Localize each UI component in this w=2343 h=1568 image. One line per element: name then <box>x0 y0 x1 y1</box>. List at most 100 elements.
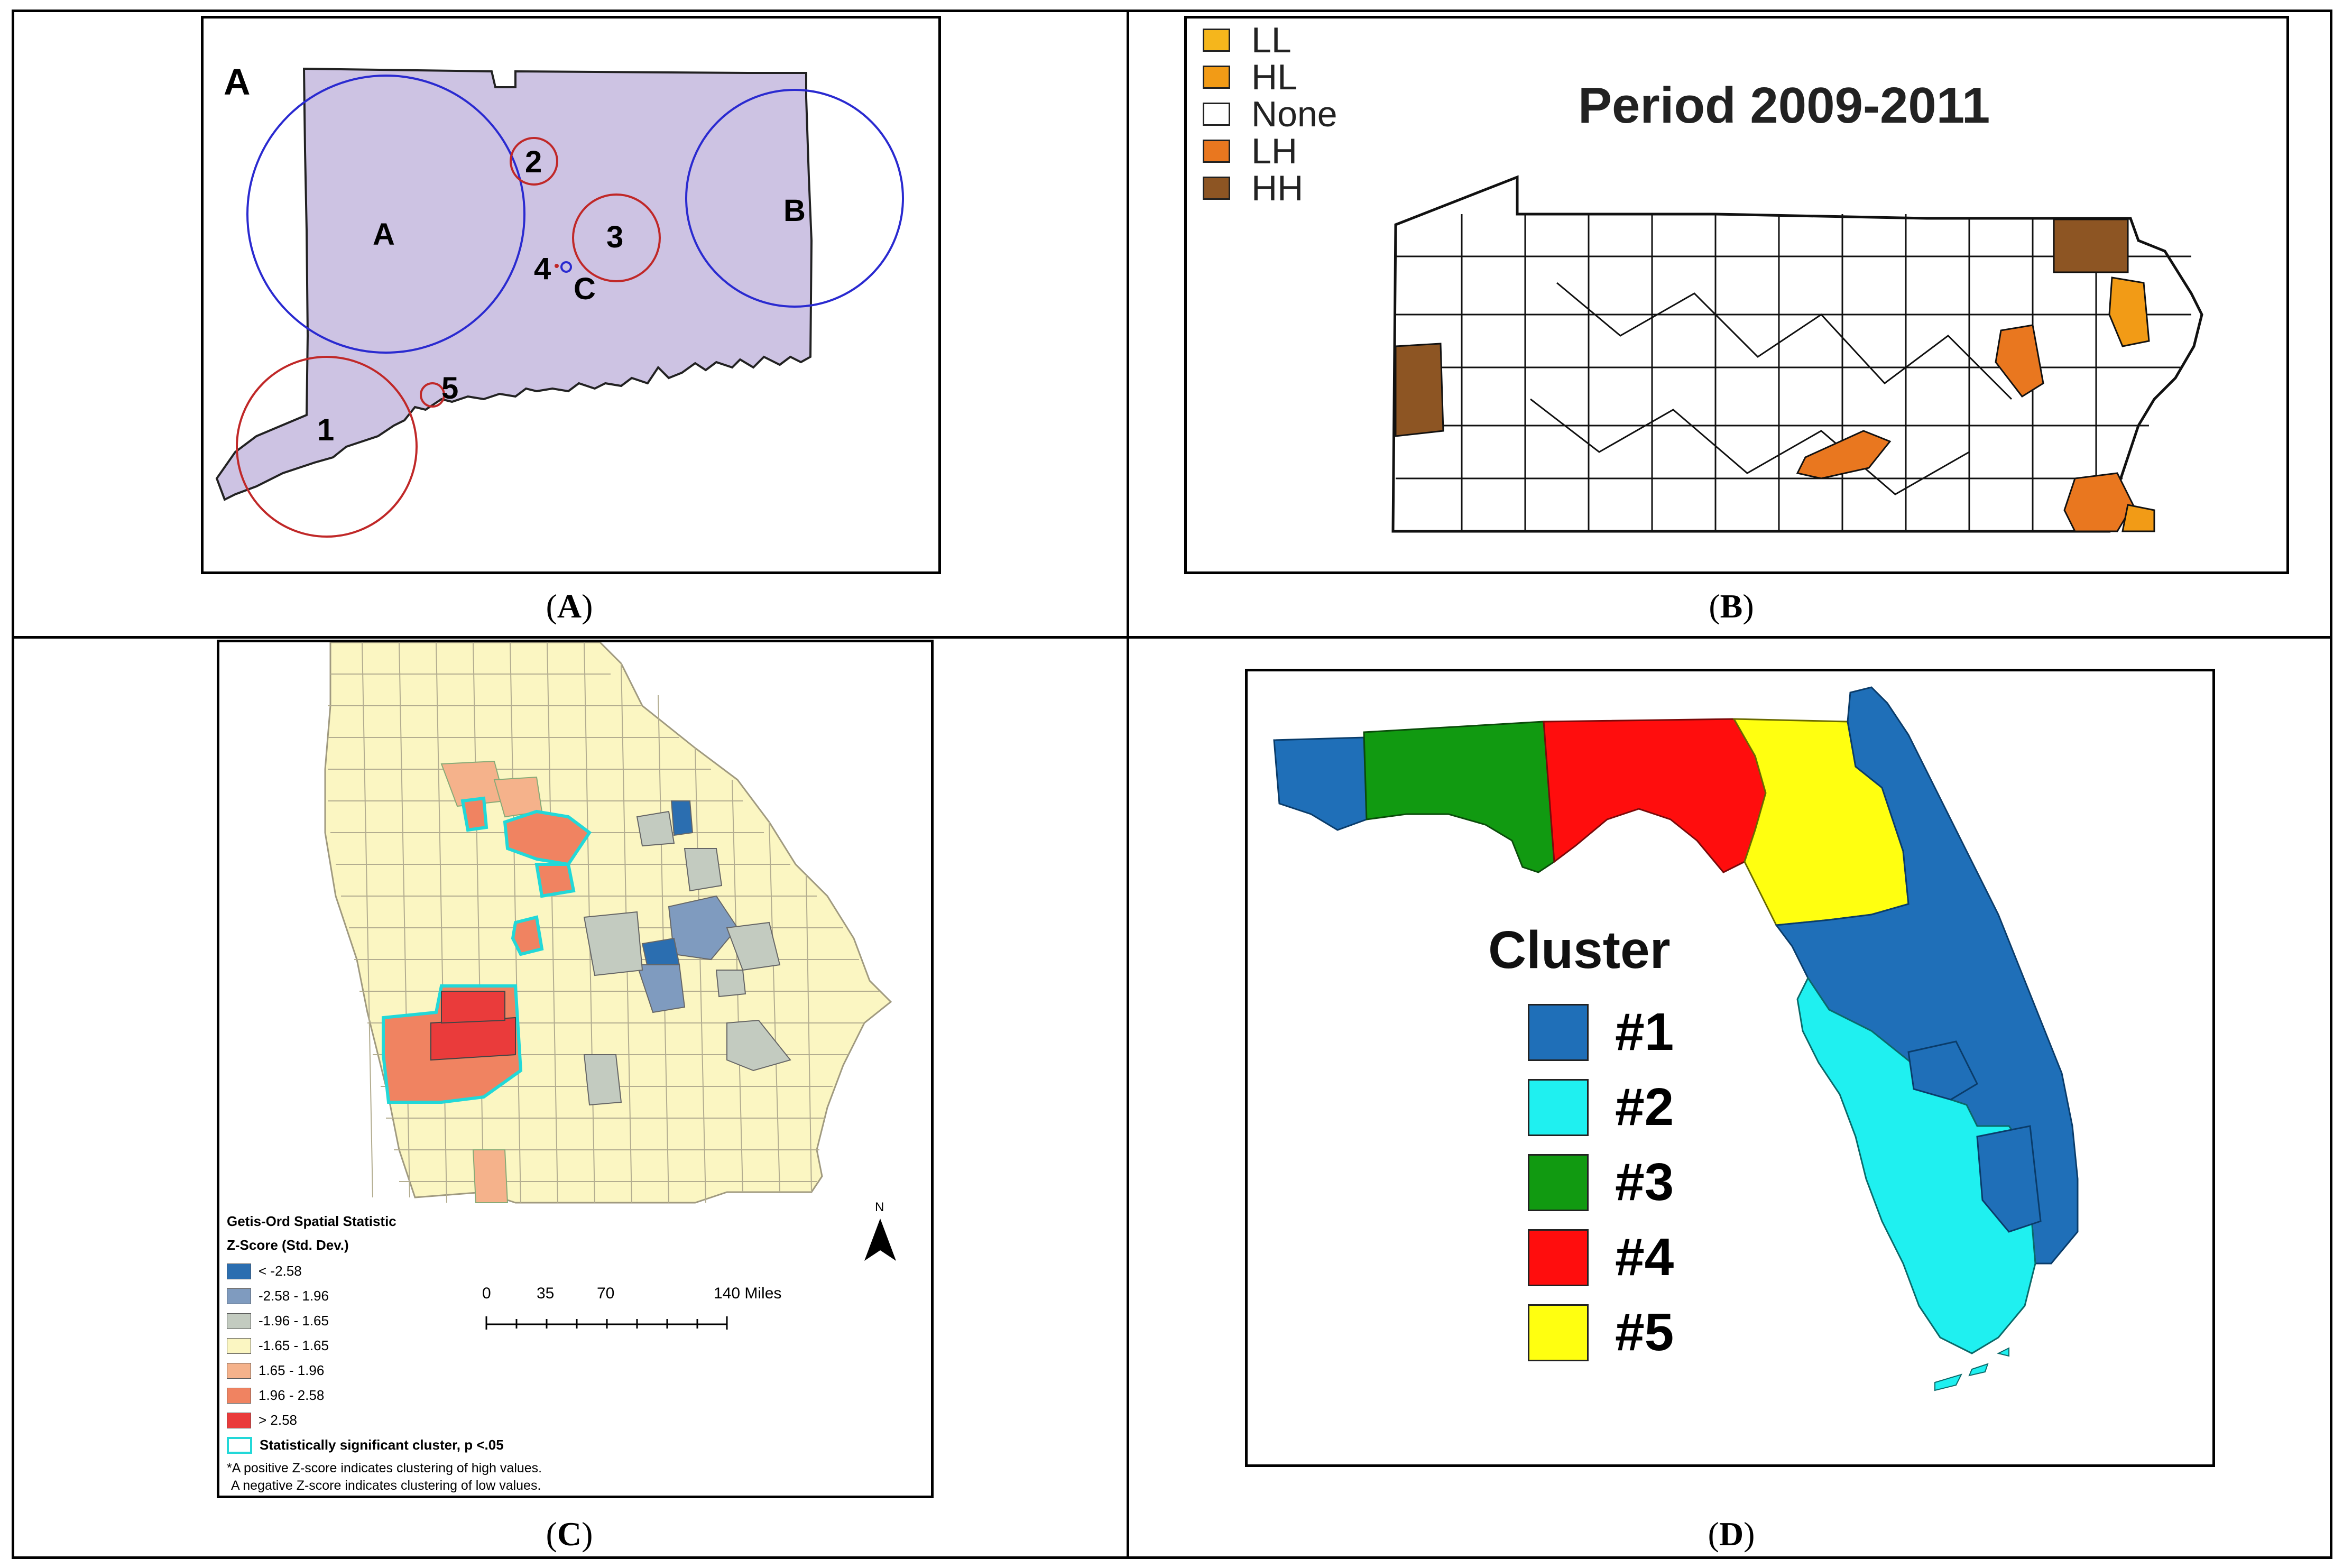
cluster-1-interior <box>1907 1040 1978 1101</box>
county-gt-2.58 <box>430 1017 516 1061</box>
state-outline <box>215 67 813 501</box>
caption-a: (A) <box>546 587 593 625</box>
county-lt-neg2.58 <box>670 800 694 836</box>
frame-left <box>12 10 14 1559</box>
legend-label: -2.58 - 1.96 <box>259 1288 329 1304</box>
legend-swatch <box>227 1436 252 1454</box>
legend-item: > 2.58 <box>227 1408 542 1433</box>
scale-tick-0: 0 <box>482 1285 491 1302</box>
circle-B <box>685 89 904 308</box>
circle-label-c: C <box>574 272 596 306</box>
circle-1 <box>236 356 418 538</box>
circle-C <box>560 261 572 273</box>
scale-tick-35: 35 <box>537 1285 555 1302</box>
caption-c: (C) <box>546 1515 593 1553</box>
legend-item-ll: LL <box>1203 20 1292 61</box>
legend-item: -1.65 - 1.65 <box>227 1333 542 1358</box>
legend-label: #3 <box>1615 1152 1674 1212</box>
legend-item-none: None <box>1203 94 1337 135</box>
legend-swatch <box>1203 29 1230 52</box>
panel-b-title: Period 2009-2011 <box>1578 77 1990 134</box>
county-gt-2.58 <box>441 991 505 1024</box>
footnote-2: A negative Z-score indicates clustering … <box>231 1478 541 1493</box>
panel-a-map: A A B C 1 2 3 4 5 <box>201 16 941 574</box>
scale-tick-70: 70 <box>597 1285 615 1302</box>
legend-swatch <box>1203 140 1230 163</box>
legend-label: 1.96 - 2.58 <box>259 1387 325 1403</box>
legend-label: HL <box>1251 57 1297 97</box>
county-1.96-2.58-cluster <box>460 796 488 832</box>
county-1.96-2.58-cluster <box>511 915 544 956</box>
north-arrow-icon <box>864 1219 896 1261</box>
scale-tick-140: 140 Miles <box>714 1285 782 1302</box>
legend-swatch <box>227 1263 251 1279</box>
county-neg1.96-1.65 <box>715 970 746 998</box>
legend-swatch <box>1528 1003 1589 1061</box>
cluster-3 <box>1363 721 1555 873</box>
legend-item: -2.58 - 1.96 <box>227 1284 542 1308</box>
legend-item: < -2.58 <box>227 1259 542 1284</box>
legend-label: HH <box>1251 168 1304 208</box>
legend-swatch <box>1528 1229 1589 1286</box>
county-lh-east <box>1995 324 2044 398</box>
cluster-1-southeast <box>1976 1125 2042 1233</box>
legend-items: < -2.58 -2.58 - 1.96 -1.96 - 1.65 -1.65 … <box>227 1259 542 1458</box>
panel-d-legend-title: Cluster <box>1488 920 1671 980</box>
legend-swatch <box>1528 1154 1589 1211</box>
legend-item-hh: HH <box>1203 168 1303 209</box>
panel-c-map: N 0 35 70 140 Miles Getis-Ord Spatial St… <box>217 640 934 1498</box>
circle-label-3: 3 <box>606 220 624 254</box>
cluster-1-west <box>1273 736 1368 831</box>
legend-item-cluster-3: #3 <box>1528 1152 1674 1213</box>
legend-label: LL <box>1251 20 1292 60</box>
legend-swatch <box>1203 66 1230 89</box>
county-neg1.96-1.65 <box>636 810 675 847</box>
legend-item-cluster-4: #4 <box>1528 1227 1674 1288</box>
keys-island <box>1934 1373 1962 1391</box>
legend-item-cluster-5: #5 <box>1528 1302 1674 1363</box>
county-hl-northeast <box>2108 276 2150 347</box>
pennsylvania-map <box>1391 175 2203 533</box>
county-hh-northeast <box>2053 218 2129 273</box>
footnote-1: *A positive Z-score indicates clustering… <box>227 1461 542 1475</box>
circle-A <box>246 75 525 354</box>
frame-mid-horizontal <box>12 636 2332 639</box>
legend-label: LH <box>1251 131 1297 171</box>
circle-label-a: A <box>373 217 395 252</box>
county-neg1.96-1.65 <box>583 911 643 976</box>
circle-4 <box>555 264 559 268</box>
cluster-4 <box>1543 718 1767 873</box>
circle-label-5: 5 <box>441 371 459 405</box>
legend-swatch <box>1203 103 1230 126</box>
legend-item-hl: HL <box>1203 57 1297 98</box>
county-lh-southeast <box>2063 472 2134 532</box>
county-neg1.96-1.65 <box>583 1054 622 1106</box>
legend-label: > 2.58 <box>259 1412 298 1428</box>
county-neg2.58-1.96 <box>636 964 686 1013</box>
florida-map <box>1273 686 2079 1391</box>
legend-label: -1.65 - 1.65 <box>259 1338 329 1353</box>
county-1.65-1.96 <box>472 1149 509 1203</box>
caption-b: (B) <box>1709 587 1754 625</box>
panel-c-legend: Getis-Ord Spatial Statistic Z-Score (Std… <box>227 1213 542 1493</box>
legend-title: Getis-Ord Spatial Statistic <box>227 1213 396 1229</box>
legend-label: 1.65 - 1.96 <box>259 1362 325 1378</box>
keys-island <box>1968 1363 1989 1377</box>
legend-label: None <box>1251 94 1337 134</box>
circle-5 <box>420 382 445 408</box>
panel-d-map: Cluster #1 #2 #3 #4 #5 <box>1245 669 2215 1467</box>
circle-label-2: 2 <box>525 145 542 179</box>
county-1.96-2.58-cluster <box>503 809 592 866</box>
north-label: N <box>875 1200 884 1214</box>
county-neg1.96-1.65 <box>726 1019 791 1072</box>
legend-swatch <box>227 1387 251 1404</box>
county-lh-south <box>1796 430 1892 479</box>
county-1.96-2.58-cluster <box>534 863 576 898</box>
scale-bar <box>485 1316 728 1330</box>
keys-island <box>1997 1347 2009 1357</box>
frame-top <box>12 10 2332 12</box>
legend-label: -1.96 - 1.65 <box>259 1313 329 1329</box>
legend-swatch <box>227 1288 251 1304</box>
legend-item: 1.96 - 2.58 <box>227 1383 542 1408</box>
legend-label: #4 <box>1615 1228 1674 1287</box>
